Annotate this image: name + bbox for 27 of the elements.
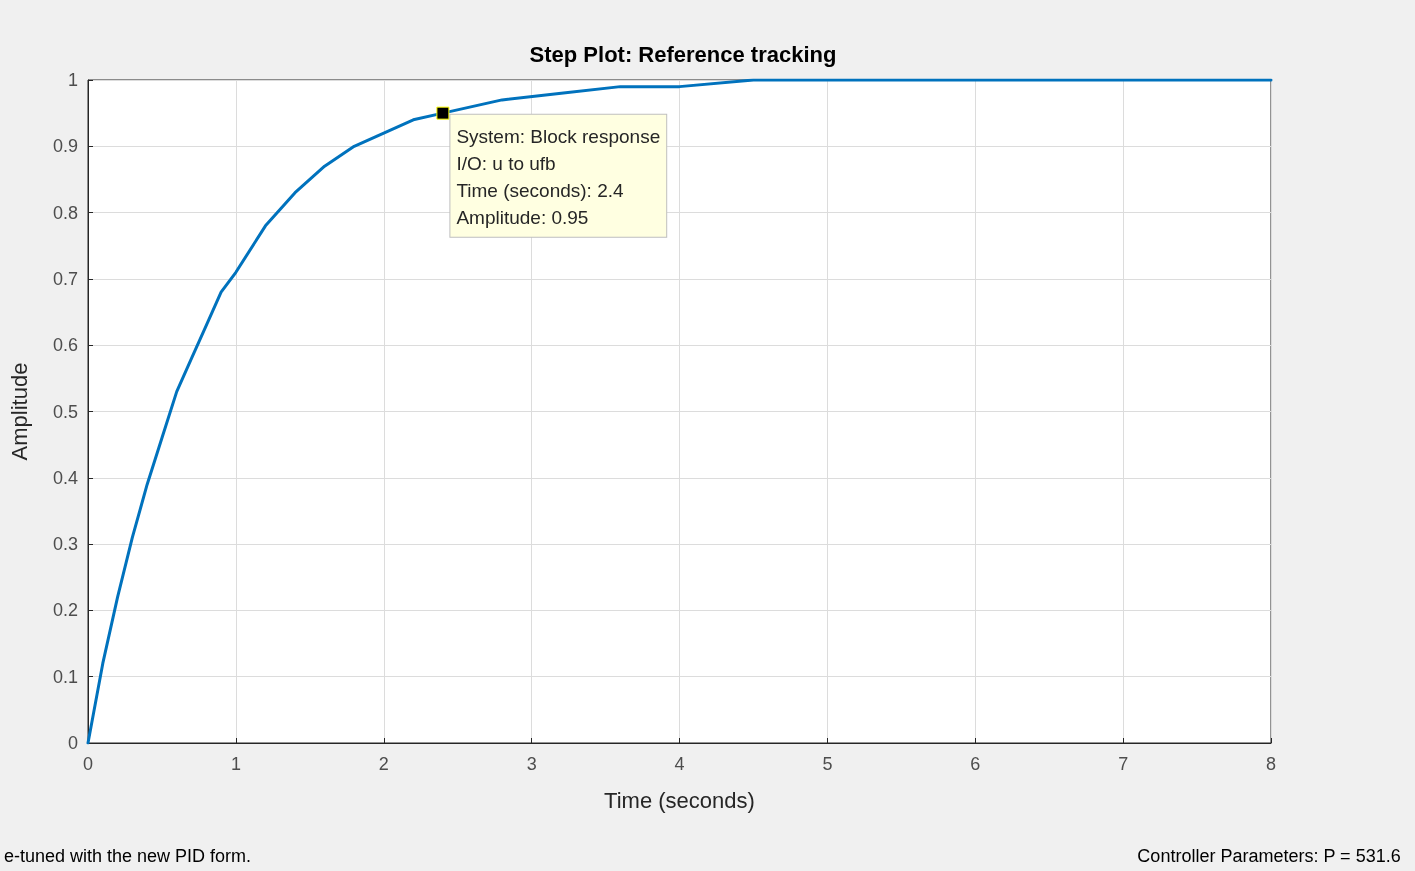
x-tick-label: 6 <box>970 754 981 774</box>
text: Controller Parameters: P = 531.6 <box>1137 846 1401 866</box>
y-tick-label: 0.3 <box>52 534 78 555</box>
text: e-tuned with the new PID form. <box>4 846 252 866</box>
x-tick-label: 4 <box>674 754 685 774</box>
y-tick-label: 0 <box>67 733 78 753</box>
y-tick-label: 0.9 <box>52 136 78 157</box>
x-tick-label: 8 <box>1265 754 1277 774</box>
chart-title: Step Plot: Reference tracking <box>529 41 837 67</box>
y-tick-label: 0.7 <box>52 268 78 289</box>
y-axis-title: Amplitude <box>6 362 32 461</box>
x-tick-label: 7 <box>1118 754 1129 774</box>
y-tick-label: 0.6 <box>52 335 78 356</box>
y-tick-label: 1 <box>67 70 78 90</box>
x-tick-label: 1 <box>230 754 241 774</box>
y-tick-label: 0.4 <box>52 467 78 488</box>
y-tick-label: 0.1 <box>52 666 78 687</box>
y-tick-label: 0.5 <box>52 401 78 422</box>
y-tick-label: 0.2 <box>52 600 78 621</box>
x-axis-title: Time (seconds) <box>604 787 755 813</box>
x-tick-label: 3 <box>526 754 537 774</box>
line-series <box>86 78 1273 745</box>
x-tick-label: 2 <box>378 754 389 774</box>
annotation: System: Block response I/O: u to ufb Time (seconds): 2.4 Amplitude: 0.95 <box>456 125 661 228</box>
x-tick-label: 0 <box>82 754 94 774</box>
y-tick-label: 0.8 <box>52 202 78 223</box>
x-tick-label: 5 <box>822 754 833 774</box>
